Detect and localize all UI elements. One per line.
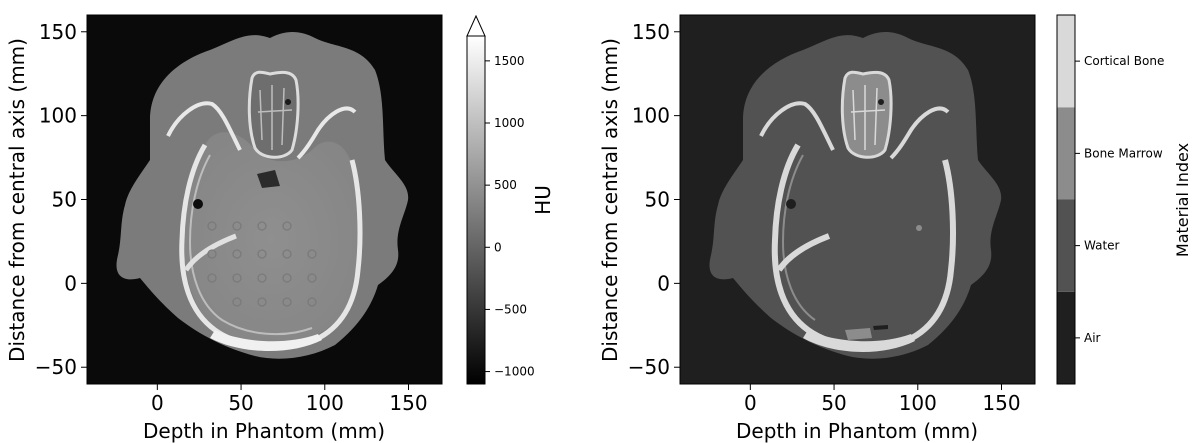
material-colorbar-category-label: Bone Marrow — [1084, 146, 1163, 160]
material-marrow-spot — [916, 225, 922, 231]
hu-colorbar-tick-label: 1000 — [494, 116, 525, 130]
material-sinus-lines — [850, 85, 886, 150]
hu-colorbar-tick-label: −500 — [494, 302, 527, 316]
ct-occipital-bone — [210, 330, 322, 352]
y-tick-label: 100 — [632, 104, 670, 128]
ct-orbit-right — [296, 106, 357, 160]
ct-y-axis-label: Distance from central axis (mm) — [5, 38, 29, 362]
ct-nasal-bone — [247, 70, 300, 159]
y-tick-label: 0 — [657, 271, 670, 295]
ct-panel: 0 50 100 150 −50 0 50 100 150 Depth in Phantom (… — [5, 14, 443, 443]
material-y-axis-label: Distance from central axis (mm) — [598, 38, 622, 362]
hu-colorbar-ticks: −1000 −500 0 500 1000 1500 — [485, 54, 535, 379]
y-tick-label: 150 — [39, 20, 77, 44]
ct-dark-region — [257, 170, 280, 188]
hu-colorbar-tick-label: 1500 — [494, 54, 525, 68]
material-marrow-ring — [781, 154, 816, 321]
material-colorbar-segment — [1057, 15, 1075, 108]
y-tick-label: −50 — [35, 355, 77, 379]
material-colorbar-category-label: Water — [1084, 239, 1120, 253]
y-tick-label: 50 — [645, 188, 670, 212]
hu-colorbar-tick-label: 500 — [494, 178, 517, 192]
material-colorbar-segment — [1057, 291, 1075, 384]
x-tick-label: 0 — [744, 391, 757, 415]
x-tick-label: 50 — [821, 391, 846, 415]
material-air-pocket — [786, 199, 796, 209]
ct-image — [116, 32, 409, 359]
material-nasal-bone — [840, 70, 893, 159]
y-tick-label: 150 — [632, 20, 670, 44]
x-tick-label: 0 — [151, 391, 164, 415]
x-tick-label: 50 — [228, 391, 253, 415]
material-air-pocket — [878, 99, 884, 105]
material-panel: 0 50 100 150 −50 0 50 100 150 Depth in Phantom (… — [598, 14, 1036, 443]
hu-colorbar-extend-arrow — [466, 14, 486, 37]
material-colorbar-label: Material Index — [1173, 143, 1192, 257]
ct-sinus-lines — [257, 85, 293, 150]
x-tick-label: 100 — [899, 391, 937, 415]
y-tick-label: 50 — [52, 188, 77, 212]
material-colorbar-category-label: Cortical Bone — [1084, 54, 1164, 68]
y-tick-label: 100 — [39, 104, 77, 128]
ct-air-pocket — [193, 199, 203, 209]
material-colorbar: Air Water Bone Marrow Cortical Bone Materia… — [1056, 14, 1192, 385]
hu-colorbar-gradient — [466, 35, 486, 385]
hu-colorbar-tick-label: −1000 — [494, 365, 535, 379]
material-occipital-bone — [803, 330, 915, 352]
hu-colorbar: −1000 −500 0 500 1000 1500 HU — [466, 14, 555, 385]
ct-x-axis-label: Depth in Phantom (mm) — [143, 419, 385, 443]
material-image — [709, 32, 1002, 359]
ct-temporal-bone — [183, 233, 237, 272]
ct-skull-inner — [188, 154, 313, 336]
ct-orbit-left — [166, 101, 242, 151]
material-temporal-bone — [776, 233, 831, 272]
x-tick-label: 100 — [306, 391, 344, 415]
material-orbit-right — [889, 106, 950, 160]
y-tick-label: 0 — [64, 271, 77, 295]
material-marrow-patch — [845, 328, 872, 340]
x-tick-label: 150 — [389, 391, 427, 415]
material-x-axis-label: Depth in Phantom (mm) — [736, 419, 978, 443]
ct-phantom-markers — [207, 221, 317, 307]
material-colorbar-category-label: Air — [1084, 331, 1101, 345]
hu-colorbar-label: HU — [531, 185, 555, 215]
hu-colorbar-tick-label: 0 — [494, 240, 502, 254]
material-colorbar-segment — [1057, 199, 1075, 292]
material-colorbar-frame — [1056, 14, 1076, 385]
ct-axes: 0 50 100 150 −50 0 50 100 150 — [35, 20, 428, 415]
material-colorbar-segment — [1057, 107, 1075, 200]
material-axes: 0 50 100 150 −50 0 50 100 150 — [628, 20, 1021, 415]
material-orbit-left — [759, 101, 835, 151]
x-tick-label: 150 — [982, 391, 1020, 415]
material-colorbar-segments: Air Water Bone Marrow Cortical Bone — [1057, 15, 1164, 384]
ct-air-pocket — [285, 99, 291, 105]
material-air-patch — [873, 325, 888, 330]
ct-brain — [183, 132, 360, 346]
y-tick-label: −50 — [628, 355, 670, 379]
